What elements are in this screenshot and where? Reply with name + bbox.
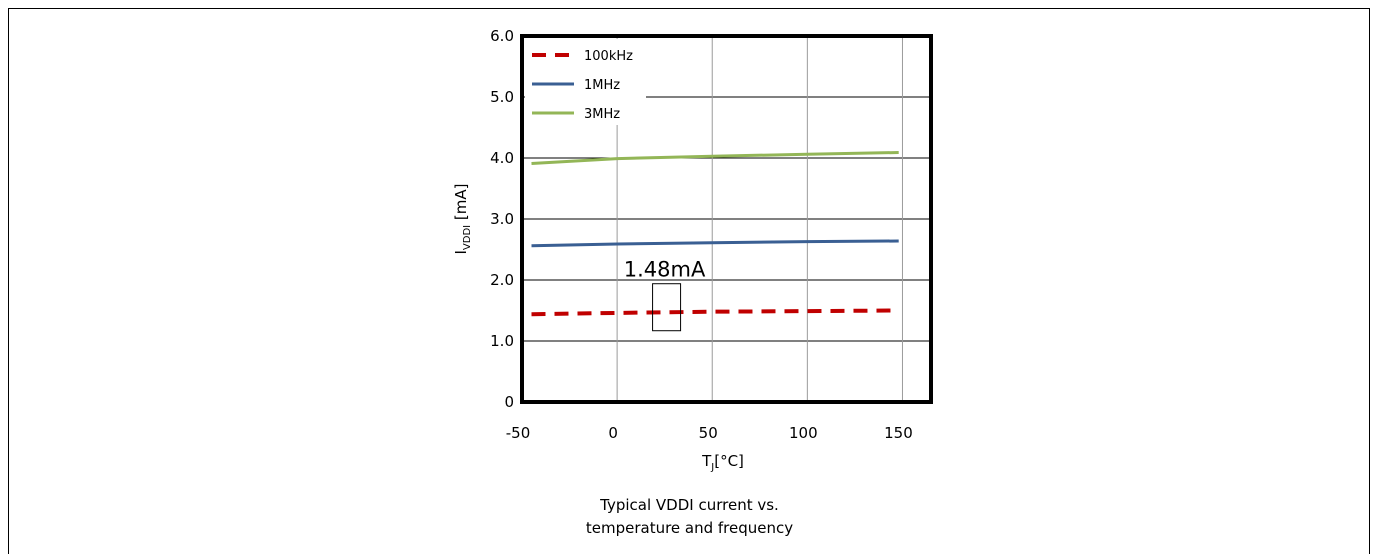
y-tick-label: 4.0 [490, 149, 514, 167]
figure-frame [8, 8, 1370, 554]
y-tick-label: 0 [504, 393, 514, 411]
y-tick-labels: 0 1.0 2.0 3.0 4.0 5.0 6.0 [490, 27, 514, 411]
x-tick-label: 0 [608, 424, 618, 442]
legend-label-3mhz: 3MHz [584, 107, 620, 122]
y-tick-label: 6.0 [490, 27, 514, 45]
y-axis-title-sub: VDDI [462, 225, 473, 250]
series-line-3mhz [531, 151, 899, 165]
plot-area-border [520, 34, 933, 404]
y-tick-label: 2.0 [490, 271, 514, 289]
x-axis-title-sub: J [710, 462, 714, 473]
y-tick-label: 1.0 [490, 332, 514, 350]
x-axis-title-main: T [701, 452, 712, 470]
caption-line-1: Typical VDDI current vs. [600, 496, 779, 514]
y-axis-title-rest: [mA] [452, 184, 470, 225]
x-axis-title: TJ[°C] [701, 452, 744, 473]
series-line-1mhz [531, 239, 899, 248]
y-tick-label: 3.0 [490, 210, 514, 228]
x-tick-label: -50 [506, 424, 531, 442]
annotation-box [652, 283, 682, 332]
y-axis-title: IVDDI [mA] [452, 184, 473, 255]
legend-label-1mhz: 1MHz [584, 78, 620, 93]
series-line-100khz [531, 308, 899, 317]
x-axis-title-rest: [°C] [714, 452, 744, 470]
x-tick-labels: -50 0 50 100 150 [506, 424, 913, 442]
y-tick-label: 5.0 [490, 88, 514, 106]
legend-label-100khz: 100kHz [584, 49, 633, 64]
y-axis-title-main: I [452, 250, 470, 254]
x-tick-label: 100 [789, 424, 818, 442]
x-tick-label: 50 [699, 424, 718, 442]
annotation: 1.48mA [624, 258, 706, 332]
x-tick-label: 150 [884, 424, 913, 442]
legend: 100kHz 1MHz 3MHz [532, 49, 633, 122]
caption-line-2: temperature and frequency [585, 519, 794, 537]
series-layer [531, 151, 899, 317]
annotation-label: 1.48mA [624, 258, 706, 282]
